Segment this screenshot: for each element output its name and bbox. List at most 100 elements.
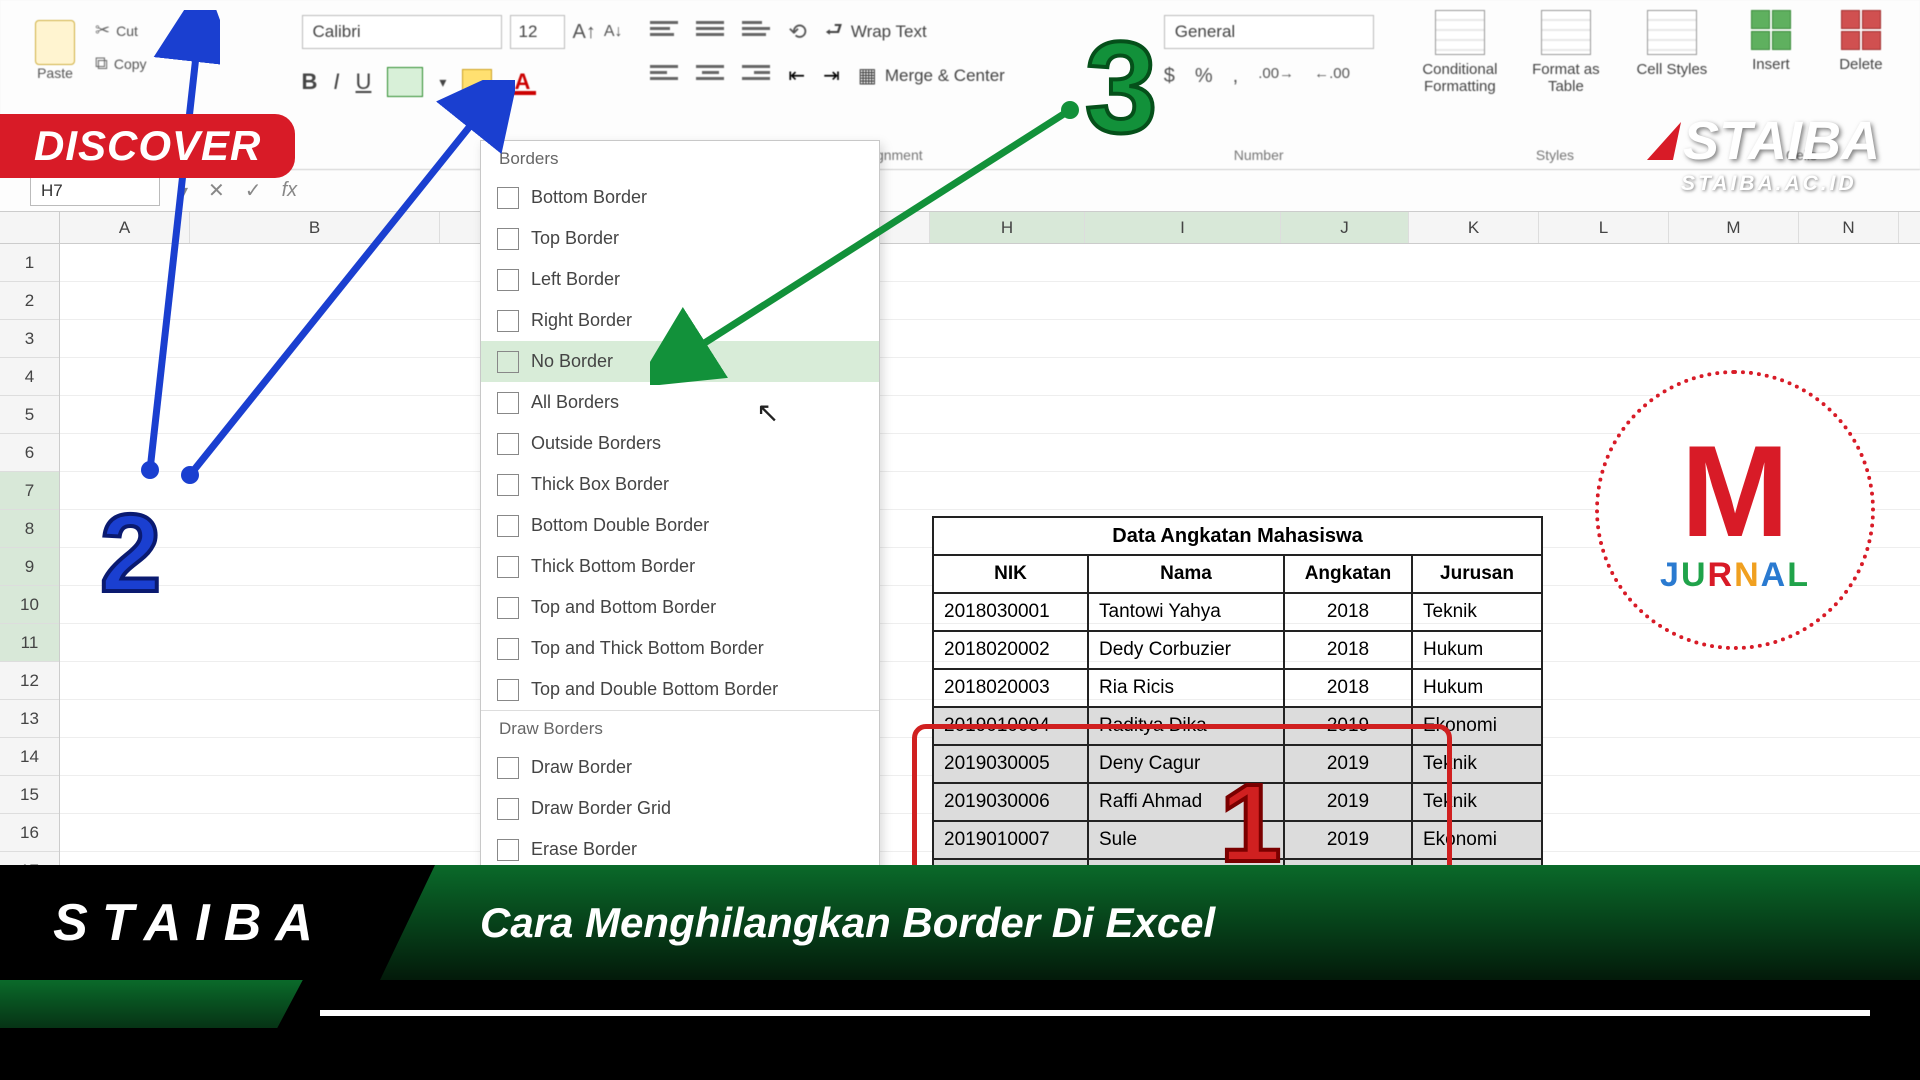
cell-nama: Dedy Corbuzier (1088, 631, 1284, 669)
border-option-icon (497, 351, 519, 373)
border-option[interactable]: No Border (481, 341, 879, 382)
italic-button[interactable]: I (333, 69, 339, 95)
align-center-icon[interactable] (696, 65, 724, 87)
orientation-icon[interactable] (788, 19, 806, 45)
wrap-icon (825, 15, 843, 49)
cell-nama: Tantowi Yahya (1088, 593, 1284, 631)
format-table-icon (1541, 10, 1591, 55)
row-header[interactable]: 2 (0, 282, 59, 320)
cancel-icon[interactable]: ✕ (208, 178, 225, 203)
row-header[interactable]: 1 (0, 244, 59, 282)
align-middle-icon[interactable] (696, 21, 724, 43)
underline-button[interactable]: U (356, 69, 372, 95)
border-option[interactable]: Bottom Border (481, 177, 879, 218)
border-option-icon (497, 310, 519, 332)
comma-icon[interactable]: , (1233, 65, 1239, 88)
copy-button[interactable]: Copy (95, 53, 147, 74)
cut-button[interactable]: Cut (95, 20, 147, 41)
format-as-table-button[interactable]: Format as Table (1522, 10, 1610, 159)
col-header[interactable]: J (1281, 212, 1409, 243)
name-box[interactable] (30, 176, 160, 206)
row-headers: 123456789101112131415161718 (0, 244, 60, 928)
row-header[interactable]: 12 (0, 662, 59, 700)
brand-logo: STAIBA STAIBA.AC.ID (1651, 110, 1880, 196)
col-header[interactable]: B (190, 212, 440, 243)
border-option-icon (497, 187, 519, 209)
border-option[interactable]: Top and Double Bottom Border (481, 669, 879, 710)
dropdown-icon[interactable]: ▾ (180, 181, 188, 201)
fx-icon[interactable]: fx (282, 179, 298, 202)
border-option-icon (497, 757, 519, 779)
col-header[interactable]: H (930, 212, 1085, 243)
row-header[interactable]: 13 (0, 700, 59, 738)
border-option[interactable]: Thick Bottom Border (481, 546, 879, 587)
border-option[interactable]: Top Border (481, 218, 879, 259)
enter-icon[interactable]: ✓ (245, 178, 262, 203)
merge-center-button[interactable]: Merge & Center (858, 63, 1005, 88)
table-row: 2019010004Raditya Dika2019Ekonomi (933, 707, 1542, 745)
border-option[interactable]: Top and Bottom Border (481, 587, 879, 628)
row-header[interactable]: 7 (0, 472, 59, 510)
shrink-font-icon[interactable]: A↓ (604, 23, 623, 41)
border-option[interactable]: Left Border (481, 259, 879, 300)
cell-jurusan: Hukum (1412, 631, 1542, 669)
border-option[interactable]: Bottom Double Border (481, 505, 879, 546)
merge-icon (858, 63, 877, 88)
col-header[interactable]: I (1085, 212, 1281, 243)
table-row: 2018020003Ria Ricis2018Hukum (933, 669, 1542, 707)
col-header[interactable]: M (1669, 212, 1799, 243)
border-draw-option[interactable]: Erase Border (481, 829, 879, 870)
align-bottom-icon[interactable] (742, 21, 770, 43)
cell-angkatan: 2018 (1284, 669, 1412, 707)
font-name-select[interactable] (302, 15, 502, 49)
row-header[interactable]: 8 (0, 510, 59, 548)
cell-jurusan: Teknik (1412, 593, 1542, 631)
row-header[interactable]: 6 (0, 434, 59, 472)
row-header[interactable]: 10 (0, 586, 59, 624)
row-header[interactable]: 16 (0, 814, 59, 852)
row-header[interactable]: 9 (0, 548, 59, 586)
font-size-select[interactable] (510, 15, 565, 49)
borders-button[interactable] (387, 67, 423, 97)
grow-font-icon[interactable]: A↑ (573, 21, 596, 44)
increase-decimal-icon[interactable]: .00→ (1258, 65, 1294, 88)
row-header[interactable]: 4 (0, 358, 59, 396)
fill-color-button[interactable] (462, 69, 492, 95)
currency-icon[interactable]: $ (1164, 65, 1175, 88)
indent-decrease-icon[interactable]: ⇤ (788, 63, 805, 88)
conditional-formatting-icon (1435, 10, 1485, 55)
col-header[interactable]: K (1409, 212, 1539, 243)
row-header[interactable]: 11 (0, 624, 59, 662)
font-color-button[interactable]: A (508, 69, 536, 95)
conditional-formatting-button[interactable]: Conditional Formatting (1416, 10, 1504, 159)
number-format-select[interactable] (1164, 15, 1374, 49)
border-option-icon (497, 433, 519, 455)
align-left-icon[interactable] (650, 65, 678, 87)
bold-button[interactable]: B (302, 69, 318, 95)
align-top-icon[interactable] (650, 21, 678, 43)
paste-button[interactable]: Paste (30, 20, 80, 90)
row-header[interactable]: 3 (0, 320, 59, 358)
border-option[interactable]: All Borders (481, 382, 879, 423)
border-draw-option[interactable]: Draw Border Grid (481, 788, 879, 829)
col-header[interactable]: L (1539, 212, 1669, 243)
cell-nama: Ria Ricis (1088, 669, 1284, 707)
border-option[interactable]: Right Border (481, 300, 879, 341)
wrap-text-button[interactable]: Wrap Text (825, 15, 927, 49)
border-option[interactable]: Top and Thick Bottom Border (481, 628, 879, 669)
border-draw-option[interactable]: Draw Border (481, 747, 879, 788)
col-header[interactable]: A (60, 212, 190, 243)
border-option[interactable]: Outside Borders (481, 423, 879, 464)
indent-increase-icon[interactable]: ⇥ (823, 63, 840, 88)
decrease-decimal-icon[interactable]: ←.00 (1314, 65, 1350, 88)
row-header[interactable]: 5 (0, 396, 59, 434)
cell-jurusan: Ekonomi (1412, 821, 1542, 859)
align-right-icon[interactable] (742, 65, 770, 87)
table-title: Data Angkatan Mahasiswa (933, 517, 1542, 555)
row-header[interactable]: 14 (0, 738, 59, 776)
row-header[interactable]: 15 (0, 776, 59, 814)
copy-icon (95, 53, 108, 74)
border-option[interactable]: Thick Box Border (481, 464, 879, 505)
col-header[interactable]: N (1799, 212, 1899, 243)
percent-icon[interactable]: % (1195, 65, 1213, 88)
